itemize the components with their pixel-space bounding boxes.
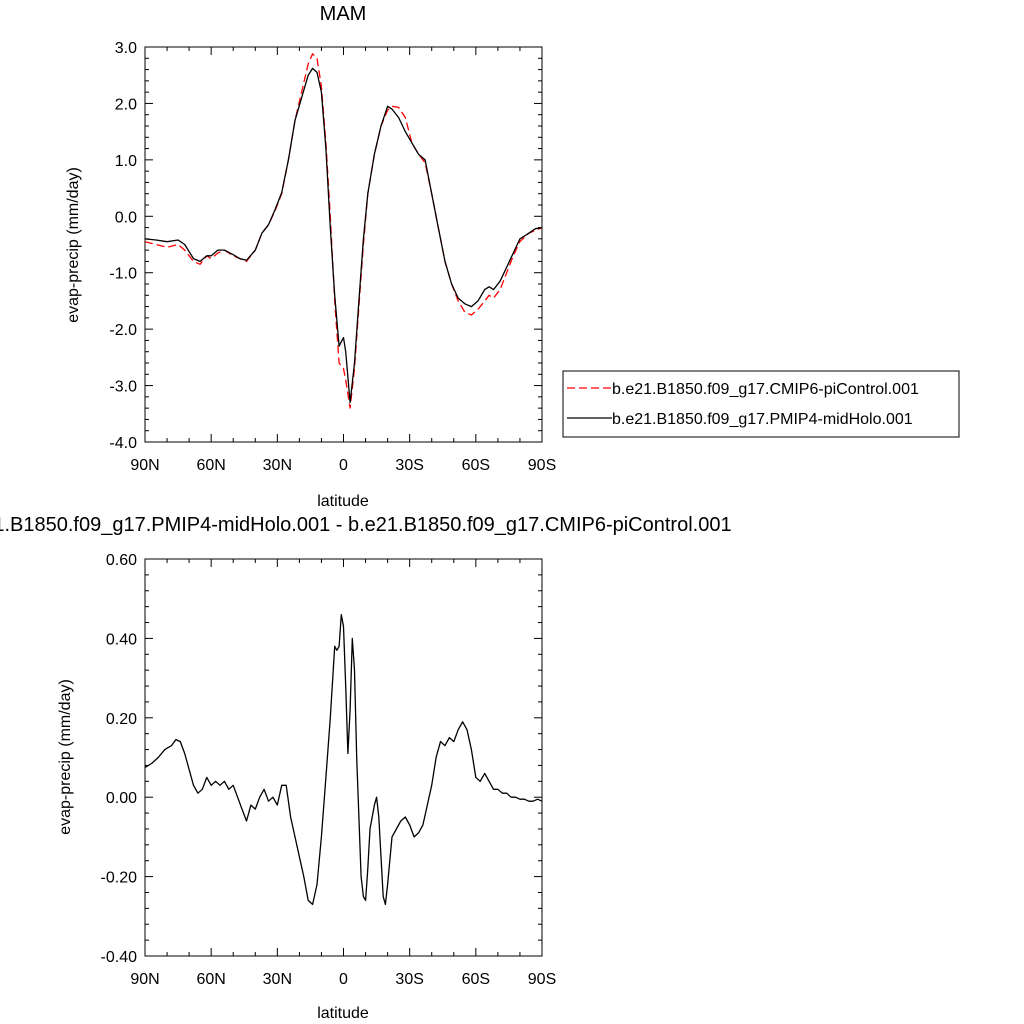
top-y-tick-label: 3.0 — [115, 40, 137, 57]
bottom-plot-frame — [144, 558, 543, 957]
top-series-line-1 — [144, 67, 543, 404]
top-plot-frame — [144, 46, 543, 443]
top-series-line-0 — [144, 53, 543, 409]
bottom-panel-difference: b.e21.B1850.f09_g17.PMIP4-midHolo.001 - … — [0, 514, 732, 1022]
bottom-ticks: 90N 60N 30N 0 30S 60S 90S -0.40 -0.20 0.00 0.20 0.4… — [101, 552, 557, 988]
bottom-y-tick-label: 0.20 — [106, 711, 137, 728]
top-y-tick-label: 1.0 — [115, 153, 137, 170]
top-chart-title: MAM — [320, 3, 367, 25]
top-x-tick-label: 60N — [196, 457, 225, 474]
top-y-tick-label: -2.0 — [109, 322, 137, 339]
bottom-x-tick-label: 60N — [196, 971, 225, 988]
bottom-y-tick-label: 0.40 — [106, 631, 137, 648]
top-x-tick-label: 90S — [528, 457, 556, 474]
top-y-axis-label: evap-precip (mm/day) — [65, 167, 82, 323]
bottom-x-tick-label: 30S — [395, 971, 423, 988]
legend-label-midholo: b.e21.B1850.f09_g17.PMIP4-midHolo.001 — [612, 411, 913, 428]
top-x-tick-label: 30S — [395, 457, 423, 474]
legend: b.e21.B1850.f09_g17.CMIP6-piControl.001 … — [562, 370, 960, 438]
top-panel-mam: MAM 90N 60N 30N 0 30S 60S 90S -4.0 -3.0 -2.0 -1.0 0… — [65, 3, 960, 510]
legend-label-picontrol: b.e21.B1850.f09_g17.CMIP6-piControl.001 — [612, 381, 919, 398]
bottom-y-tick-label: 0.00 — [106, 790, 137, 807]
bottom-series — [144, 613, 543, 906]
bottom-y-axis-label: evap-precip (mm/day) — [57, 679, 74, 835]
bottom-x-axis-label: latitude — [317, 1005, 369, 1022]
bottom-y-tick-label: -0.40 — [101, 949, 138, 966]
top-x-tick-label: 60S — [462, 457, 490, 474]
legend-box — [562, 370, 960, 438]
bottom-x-tick-label: 0 — [339, 971, 348, 988]
top-ticks: 90N 60N 30N 0 30S 60S 90S -4.0 -3.0 -2.0 -1.0 0.0 1.… — [109, 40, 556, 474]
bottom-x-tick-label: 90N — [130, 971, 159, 988]
top-x-tick-label: 90N — [130, 457, 159, 474]
bottom-x-tick-label: 90S — [528, 971, 556, 988]
top-y-tick-label: 0.0 — [115, 209, 137, 226]
top-series — [144, 53, 543, 409]
top-x-tick-label: 30N — [263, 457, 292, 474]
top-y-tick-label: -1.0 — [109, 266, 137, 283]
bottom-series-line-0 — [144, 613, 543, 906]
bottom-x-tick-label: 30N — [263, 971, 292, 988]
top-y-tick-label: -3.0 — [109, 379, 137, 396]
bottom-y-tick-label: -0.20 — [101, 870, 138, 887]
top-y-tick-label: -4.0 — [109, 435, 137, 452]
top-x-axis-label: latitude — [317, 493, 369, 510]
top-x-tick-label: 0 — [339, 457, 348, 474]
bottom-x-tick-label: 60S — [462, 971, 490, 988]
bottom-y-tick-label: 0.60 — [106, 552, 137, 569]
bottom-chart-title: b.e21.B1850.f09_g17.PMIP4-midHolo.001 - … — [0, 514, 732, 536]
top-y-tick-label: 2.0 — [115, 96, 137, 113]
